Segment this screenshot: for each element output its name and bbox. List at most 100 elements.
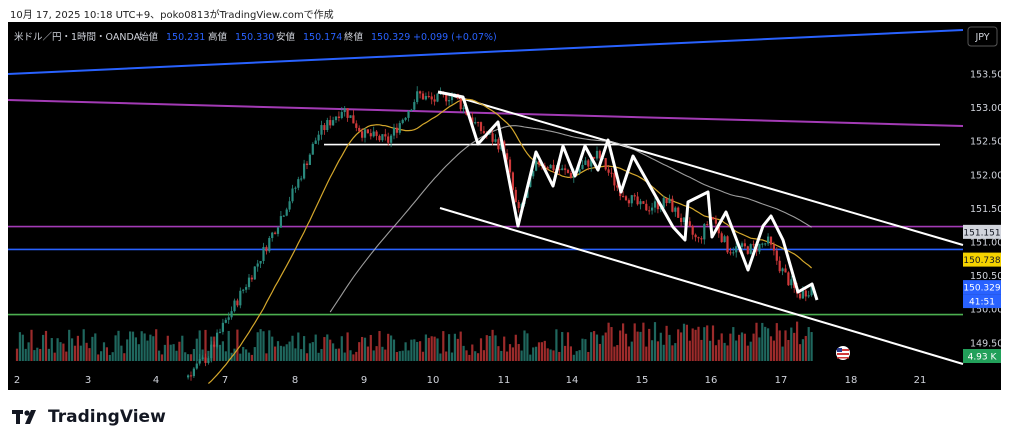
volume-bar: [668, 334, 671, 361]
candle-body: [395, 127, 398, 133]
candle-body: [697, 237, 700, 239]
candle-body: [514, 189, 517, 203]
time-tick-label: 21: [914, 375, 927, 386]
price-axis: 153.500 153.000 152.500 152.000 151.500 151.0…: [970, 70, 1001, 350]
volume-bar: [595, 334, 599, 361]
tradingview-logo[interactable]: TradingView: [12, 404, 166, 430]
volume-bar: [755, 322, 758, 361]
candle-body: [798, 293, 802, 299]
volume-bar: [569, 346, 572, 361]
volume-bar: [636, 331, 639, 361]
volume-bar: [73, 345, 77, 361]
candle-body: [366, 129, 369, 134]
candle-body: [778, 260, 781, 272]
volume-bar: [369, 334, 372, 361]
price-label-text: 150.738: [963, 256, 1000, 266]
volume-bar: [639, 331, 642, 361]
price-tick-label: 149.500: [970, 338, 1001, 349]
price-chart[interactable]: 153.500 153.000 152.500 152.000 151.500 151.0…: [8, 22, 1001, 390]
candle-body: [807, 295, 810, 297]
volume-bar: [593, 331, 596, 361]
candle-body: [381, 134, 384, 141]
candle-body: [729, 252, 732, 254]
volume-bar: [474, 351, 477, 361]
volume-bar: [152, 336, 155, 361]
zigzag-line: [437, 90, 819, 301]
volume-bar: [65, 351, 68, 361]
time-tick-label: 16: [705, 375, 718, 386]
us-flag-icon[interactable]: [836, 346, 850, 360]
volume-bar: [416, 341, 419, 361]
price-label-box: [963, 224, 1001, 239]
volume-bar: [709, 340, 712, 361]
volume-bar: [131, 331, 135, 361]
volume-bar: [584, 339, 587, 361]
volume-bar: [616, 345, 619, 361]
candle-body: [221, 322, 224, 332]
time-tick-label: 3: [85, 375, 91, 386]
volume-bar: [239, 353, 242, 361]
candle-body: [436, 93, 439, 102]
volume-bar: [711, 325, 715, 361]
candle-body: [361, 131, 364, 138]
time-tick-label: 17: [775, 375, 788, 386]
volume-bar: [346, 332, 349, 361]
chart-area[interactable]: 153.500 153.000 152.500 152.000 151.500 151.0…: [8, 22, 1001, 390]
price-label-text: 41:51: [969, 298, 995, 308]
currency-button[interactable]: [967, 26, 998, 47]
candle-body: [250, 277, 253, 280]
candle-body: [308, 154, 311, 165]
candle-body: [245, 287, 248, 290]
volume-bar: [798, 344, 802, 361]
volume-bar: [778, 330, 781, 361]
volume-bar: [15, 348, 19, 361]
candle-body: [517, 202, 520, 209]
candle-body: [332, 120, 335, 126]
candle-body: [416, 91, 419, 103]
volume-bar: [120, 345, 123, 361]
candle-body: [274, 232, 277, 234]
volume-bar: [633, 323, 636, 361]
price-label-text: 4.93 K: [968, 353, 998, 363]
candle-body: [732, 252, 735, 254]
legend-open-label: 始値: [139, 31, 159, 43]
candle-body: [549, 164, 552, 169]
volume-bar: [187, 354, 190, 361]
price-label-text: 150.329: [963, 284, 1000, 294]
volume-bar: [140, 331, 143, 361]
volume-bar: [300, 349, 303, 361]
volume-bar: [781, 346, 784, 361]
volume-bar: [714, 345, 717, 361]
legend-close-label: 終値: [344, 31, 364, 43]
candle-body: [494, 139, 497, 142]
volume-bar: [155, 329, 158, 361]
chart-caption: 10月 17, 2025 10:18 UTC+9、poko0813がTradin…: [10, 10, 334, 21]
candle-body: [482, 131, 485, 134]
volume-bar: [520, 350, 523, 361]
volume-bar: [166, 335, 169, 361]
candle-body: [479, 122, 483, 132]
candle-body: [314, 140, 317, 144]
volume-bar: [682, 323, 686, 361]
price-tick-label: 152.000: [970, 170, 1001, 181]
volume-bar: [419, 341, 422, 361]
time-tick-label: 15: [636, 375, 649, 386]
volume-bar: [746, 345, 749, 361]
volume-bar: [334, 348, 338, 361]
candle-body: [276, 227, 280, 234]
candle-body: [651, 207, 654, 211]
volume-bar: [24, 348, 27, 361]
volume-bar: [384, 349, 387, 361]
tradingview-brand: TradingView: [48, 407, 166, 427]
volume-bar: [598, 343, 601, 361]
volume-bar: [549, 349, 552, 361]
candle-body: [720, 233, 723, 243]
volume-bar: [761, 322, 764, 361]
candle-body: [610, 172, 613, 174]
volume-bar: [479, 338, 483, 361]
candle-body: [497, 139, 500, 150]
volume-bar: [265, 353, 268, 361]
candle-body: [427, 96, 430, 98]
candle-body: [700, 238, 703, 240]
candle-body: [767, 236, 770, 244]
